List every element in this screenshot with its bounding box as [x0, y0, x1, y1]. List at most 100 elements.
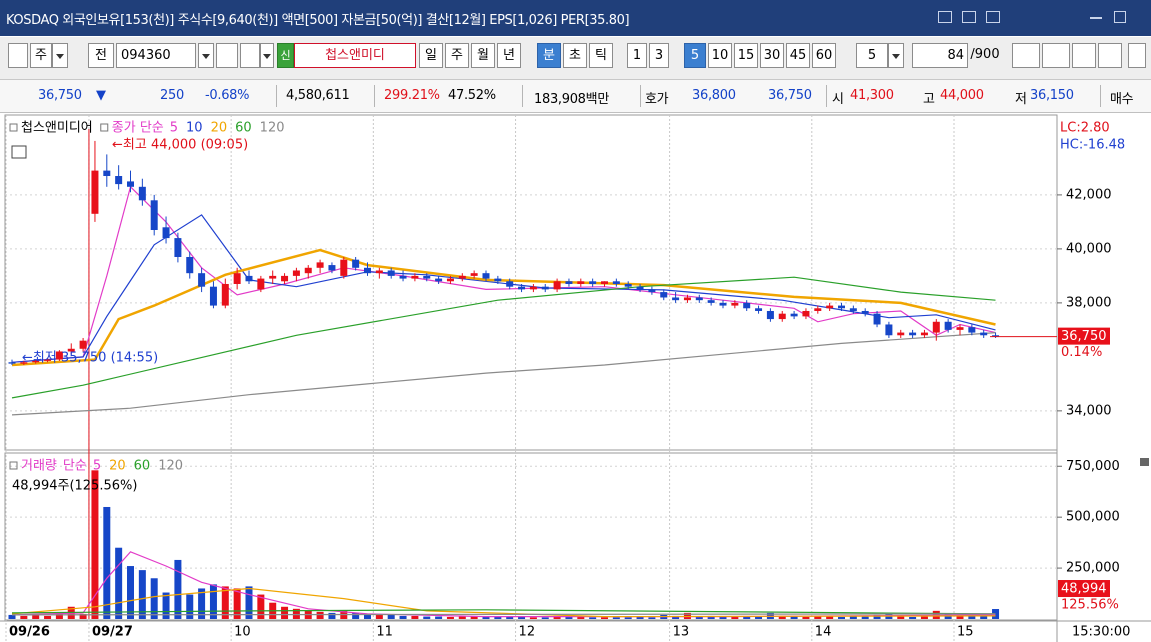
bid: 36,750 [768, 88, 812, 103]
volume-bar [44, 615, 52, 619]
candle-body [103, 170, 111, 177]
buy-button[interactable]: 매수 [1110, 92, 1134, 107]
volume-bar [838, 616, 845, 619]
volume-bar [127, 566, 134, 619]
interval-button[interactable]: 30 [760, 43, 784, 68]
interval-select[interactable]: 5 [856, 43, 888, 68]
maximize-button[interactable] [1114, 11, 1126, 23]
volume-bar [826, 616, 834, 619]
volume-bar [861, 616, 869, 619]
interval-button[interactable]: 1 [627, 43, 647, 68]
new-badge[interactable]: 신 [277, 43, 294, 68]
current-volume: 48,994 [1061, 582, 1107, 597]
all-button[interactable]: 전 [88, 43, 114, 68]
dropdown[interactable] [52, 43, 68, 68]
period-button[interactable]: 년 [497, 43, 521, 68]
candle-body [980, 332, 988, 336]
candle-body [304, 267, 312, 274]
legend-entry: 120 [260, 121, 285, 136]
minimize-button[interactable] [1090, 17, 1102, 19]
volume-bar [719, 616, 727, 619]
candle-body [245, 275, 253, 282]
volume-bar [174, 559, 182, 619]
x-tick-label: 11 [376, 625, 393, 640]
volume-bar [186, 594, 194, 619]
unit-button[interactable]: 초 [563, 43, 587, 68]
volume-bar [435, 616, 443, 619]
volume-bar [257, 594, 265, 619]
candle-body [138, 186, 146, 201]
candle-body [541, 286, 549, 290]
dropdown[interactable] [260, 43, 274, 68]
candle-body [364, 267, 371, 274]
volume-bar [221, 586, 229, 619]
panel-button[interactable] [1140, 458, 1149, 466]
candle-body [470, 273, 478, 276]
volume-bar [458, 616, 466, 619]
volume-bar [956, 614, 964, 619]
candle-body [790, 313, 798, 317]
legend-entry: 60 [235, 121, 252, 136]
code-input[interactable]: 094360 [116, 43, 196, 68]
volume-bar [565, 616, 573, 619]
ma-line [11, 609, 996, 615]
tool-button[interactable] [1012, 43, 1040, 68]
dropdown[interactable] [888, 43, 904, 68]
settings-button[interactable] [1098, 43, 1122, 68]
search-button[interactable] [216, 43, 238, 68]
candle-body [992, 335, 1000, 337]
interval-button[interactable]: 60 [812, 43, 836, 68]
volume-bar [328, 612, 336, 619]
legend-entry: 20 [109, 459, 126, 474]
interval-button[interactable]: 3 [649, 43, 669, 68]
candle-body [423, 275, 431, 279]
period-button[interactable]: 일 [419, 43, 443, 68]
dropdown[interactable] [198, 43, 214, 68]
interval-button[interactable]: 45 [786, 43, 810, 68]
checkbox[interactable] [1128, 43, 1146, 68]
unit-button[interactable]: 틱 [589, 43, 613, 68]
volume-bar [292, 608, 300, 619]
low: 36,150 [1030, 88, 1074, 103]
count-input[interactable]: 84 [912, 43, 968, 68]
interval-button[interactable]: 5 [684, 43, 706, 68]
period-button[interactable]: 월 [471, 43, 495, 68]
window-icon[interactable] [938, 11, 952, 23]
candle-body [482, 273, 490, 279]
table-icon[interactable] [11, 145, 27, 159]
candle-body [826, 305, 834, 309]
menu-button[interactable] [8, 43, 28, 68]
period-button[interactable]: 주 [445, 43, 469, 68]
ma-line [11, 613, 996, 616]
turnover: 47.52% [448, 88, 496, 103]
volume-bar [814, 615, 822, 619]
sound-button[interactable] [240, 43, 260, 68]
tool-button[interactable] [1042, 43, 1070, 68]
candle-body [150, 200, 158, 230]
marks [8, 140, 1057, 619]
open-label: 시 [832, 92, 844, 107]
candle-body [672, 297, 680, 301]
x-tick-label: 10 [234, 625, 251, 640]
volume-ratio: 299.21% [384, 88, 440, 103]
market-button[interactable]: 주 [30, 43, 52, 68]
volume-bar [695, 616, 703, 619]
volume-info: 48,994주(125.56%) [12, 479, 137, 494]
interval-button[interactable]: 15 [734, 43, 758, 68]
candle-body [612, 281, 620, 284]
volume-bar [103, 506, 111, 619]
unit-button[interactable]: 분 [537, 43, 561, 68]
window-icon[interactable] [962, 11, 976, 23]
candle-body [55, 351, 63, 360]
title-bar: KOSDAQ 외국인보유[153(천)] 주식수[9,640(천)] 액면[50… [0, 0, 1151, 36]
candle-body [897, 332, 905, 336]
interval-button[interactable]: 10 [708, 43, 732, 68]
pin-icon[interactable] [986, 11, 1000, 23]
stock-name[interactable]: 첩스앤미디 [294, 43, 416, 68]
x-tick-label: 09/27 [92, 625, 133, 640]
title-text: KOSDAQ 외국인보유[153(천)] 주식수[9,640(천)] 액면[50… [6, 13, 630, 28]
volume-bar [790, 616, 798, 619]
save-button[interactable] [1072, 43, 1096, 68]
